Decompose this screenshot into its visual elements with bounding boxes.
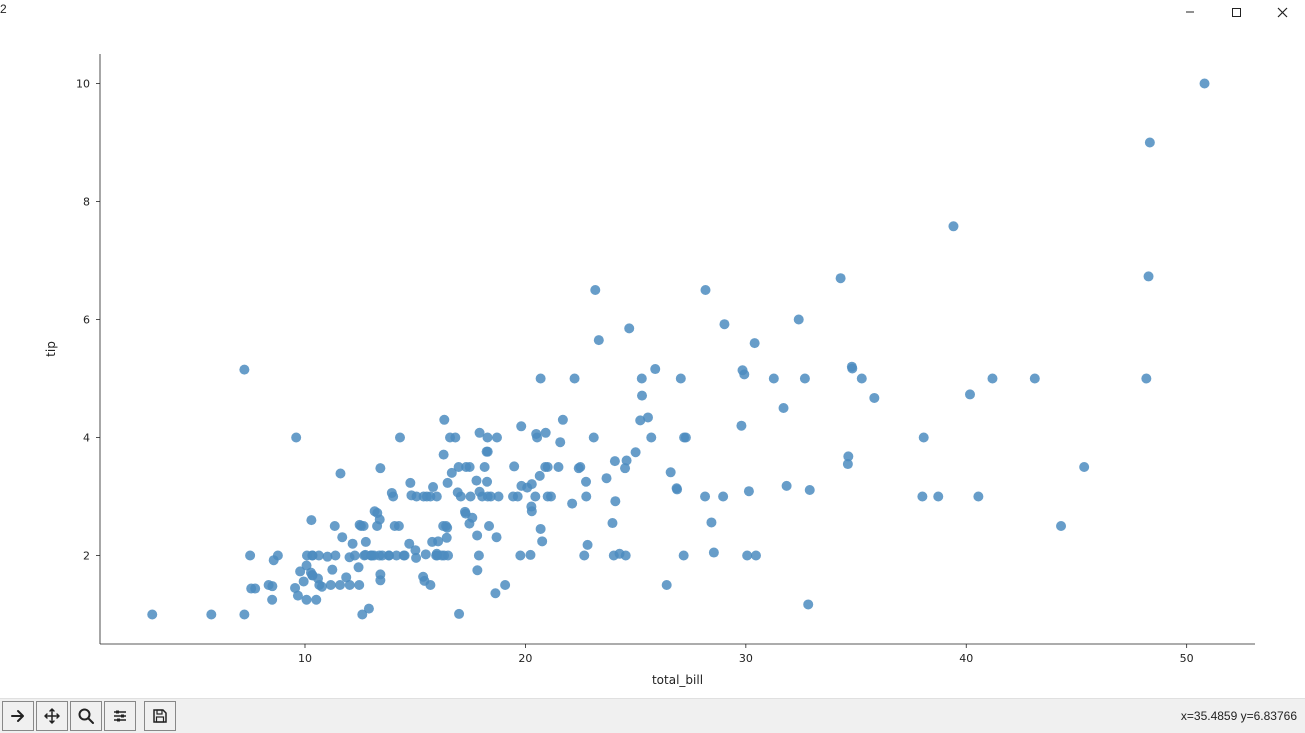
maximize-button[interactable] [1213,0,1259,24]
minimize-button[interactable] [1167,0,1213,24]
svg-text:30: 30 [739,652,753,665]
svg-text:20: 20 [518,652,532,665]
forward-button[interactable] [2,701,34,731]
svg-text:tip: tip [44,341,58,357]
matplotlib-toolbar: x=35.4859 y=6.83766 [0,698,1305,733]
svg-text:8: 8 [83,196,90,209]
pan-button[interactable] [36,701,68,731]
close-button[interactable] [1259,0,1305,24]
svg-text:4: 4 [83,432,90,445]
plot-area[interactable]: 10 20 30 40 50 2 4 6 8 10 total_bill tip [0,24,1305,699]
save-button[interactable] [144,701,176,731]
coordinate-readout: x=35.4859 y=6.83766 [1181,709,1297,723]
svg-text:10: 10 [298,652,312,665]
window-titlebar: 2 [0,0,1305,24]
svg-text:6: 6 [83,314,90,327]
figure-number: 2 [0,2,7,16]
configure-subplots-button[interactable] [104,701,136,731]
svg-text:50: 50 [1180,652,1194,665]
scatter-plot: 10 20 30 40 50 2 4 6 8 10 total_bill tip [0,24,1305,699]
zoom-button[interactable] [70,701,102,731]
svg-text:2: 2 [83,550,90,563]
svg-text:40: 40 [959,652,973,665]
svg-text:total_bill: total_bill [652,673,703,687]
svg-text:10: 10 [76,78,90,91]
